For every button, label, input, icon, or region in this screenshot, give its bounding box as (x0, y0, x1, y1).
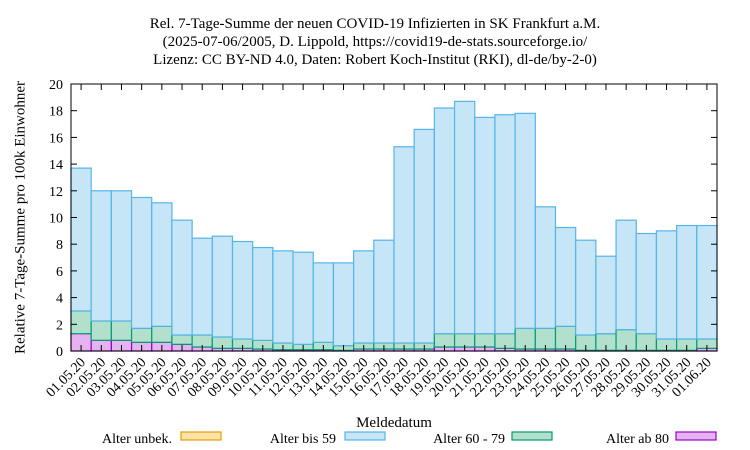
y-tick-label: 12 (49, 185, 63, 200)
bar-09.05.20-series-2 (231, 240, 254, 340)
bar-30.05.20-series-2 (655, 230, 678, 340)
bar-14.05.20-series-2 (332, 262, 355, 347)
title-line-3: Lizenz: CC BY-ND 4.0, Daten: Robert Koch… (153, 52, 597, 68)
bar-15.05.20-series-2 (353, 250, 375, 344)
bar-03.05.20-series-1 (110, 320, 133, 341)
y-tick-label: 16 (49, 131, 63, 146)
bar-29.05.20-series-2 (635, 232, 658, 335)
bar-01.06.20-series-2 (696, 224, 718, 340)
bar-10.05.20-series-2 (252, 246, 274, 341)
bar-08.05.20-series-2 (211, 235, 234, 338)
y-tick-label: 8 (56, 238, 63, 253)
title-line-1: Rel. 7-Tage-Summe der neuen COVID-19 Inf… (149, 16, 601, 32)
y-tick-label: 4 (56, 292, 63, 307)
legend-swatch (344, 431, 386, 441)
legend-label: Alter unbek. (102, 432, 172, 447)
y-tick-label: 2 (56, 318, 63, 333)
bar-21.05.20-series-2 (474, 116, 496, 335)
bar-03.05.20-series-2 (110, 190, 133, 322)
bar-05.05.20-series-1 (151, 325, 173, 343)
bar-17.05.20-series-2 (393, 146, 415, 344)
y-tick-label: 10 (49, 212, 63, 227)
y-tick-label: 20 (49, 78, 63, 93)
bar-05.05.20-series-2 (151, 202, 173, 327)
y-tick-label: 6 (56, 265, 63, 280)
bar-27.05.20-series-2 (595, 255, 617, 335)
bar-01.05.20-series-1 (70, 310, 92, 335)
bar-19.05.20-series-1 (433, 333, 456, 348)
bar-06.05.20-series-1 (171, 334, 193, 345)
bar-24.05.20-series-2 (534, 206, 557, 329)
bar-31.05.20-series-2 (676, 224, 698, 340)
bar-02.05.20-series-2 (90, 190, 112, 322)
legend-label: Alter 60 - 79 (433, 432, 505, 447)
title-line-2: (2025-07-06/2005, D. Lippold, https://co… (162, 34, 588, 50)
plot-frame (70, 83, 718, 352)
bar-01.05.20-series-2 (70, 167, 92, 312)
legend-label: Alter bis 59 (270, 432, 336, 447)
y-axis: 0 2 4 6 8 10 12 14 16 18 20 (49, 78, 717, 360)
bar-20.05.20-series-1 (453, 333, 476, 348)
legend: Alter unbek. Alter bis 59 Alter 60 - 79 Alt… (102, 431, 717, 447)
bar-04.05.20-series-1 (130, 327, 153, 343)
legend-label: Alter ab 80 (606, 432, 669, 447)
bar-11.05.20-series-2 (272, 250, 294, 344)
bar-02.05.20-series-1 (90, 320, 112, 341)
bar-06.05.20-series-2 (171, 219, 193, 336)
legend-swatch (675, 431, 717, 441)
y-tick-label: 0 (56, 345, 63, 360)
bars-group (70, 100, 718, 352)
legend-swatch (511, 431, 553, 441)
chart-title: Rel. 7-Tage-Summe der neuen COVID-19 Inf… (0, 15, 750, 69)
y-axis-label: Relative 7-Tage-Summe pro 100k Einwohner (12, 81, 28, 354)
legend-swatch (180, 431, 222, 441)
bar-19.05.20-series-2 (433, 107, 456, 335)
bar-13.05.20-series-2 (312, 262, 335, 343)
bar-21.05.20-series-1 (474, 333, 496, 348)
bar-28.05.20-series-2 (615, 219, 637, 331)
bar-16.05.20-series-2 (373, 239, 395, 344)
bar-23.05.20-series-2 (514, 112, 536, 329)
x-axis: 01.05.2002.05.2003.05.2004.05.2005.05.20… (44, 84, 715, 400)
y-tick-label: 14 (49, 158, 63, 173)
bar-22.05.20-series-2 (494, 114, 516, 335)
bar-25.05.20-series-2 (554, 226, 577, 327)
bar-04.05.20-series-2 (130, 196, 153, 329)
bar-12.05.20-series-2 (292, 251, 314, 345)
x-axis-label: Meldedatum (356, 415, 432, 431)
bar-26.05.20-series-2 (575, 239, 597, 336)
bar-07.05.20-series-2 (191, 237, 213, 336)
y-tick-label: 18 (49, 105, 63, 120)
bar-20.05.20-series-2 (453, 100, 476, 335)
bar-18.05.20-series-2 (413, 128, 435, 344)
